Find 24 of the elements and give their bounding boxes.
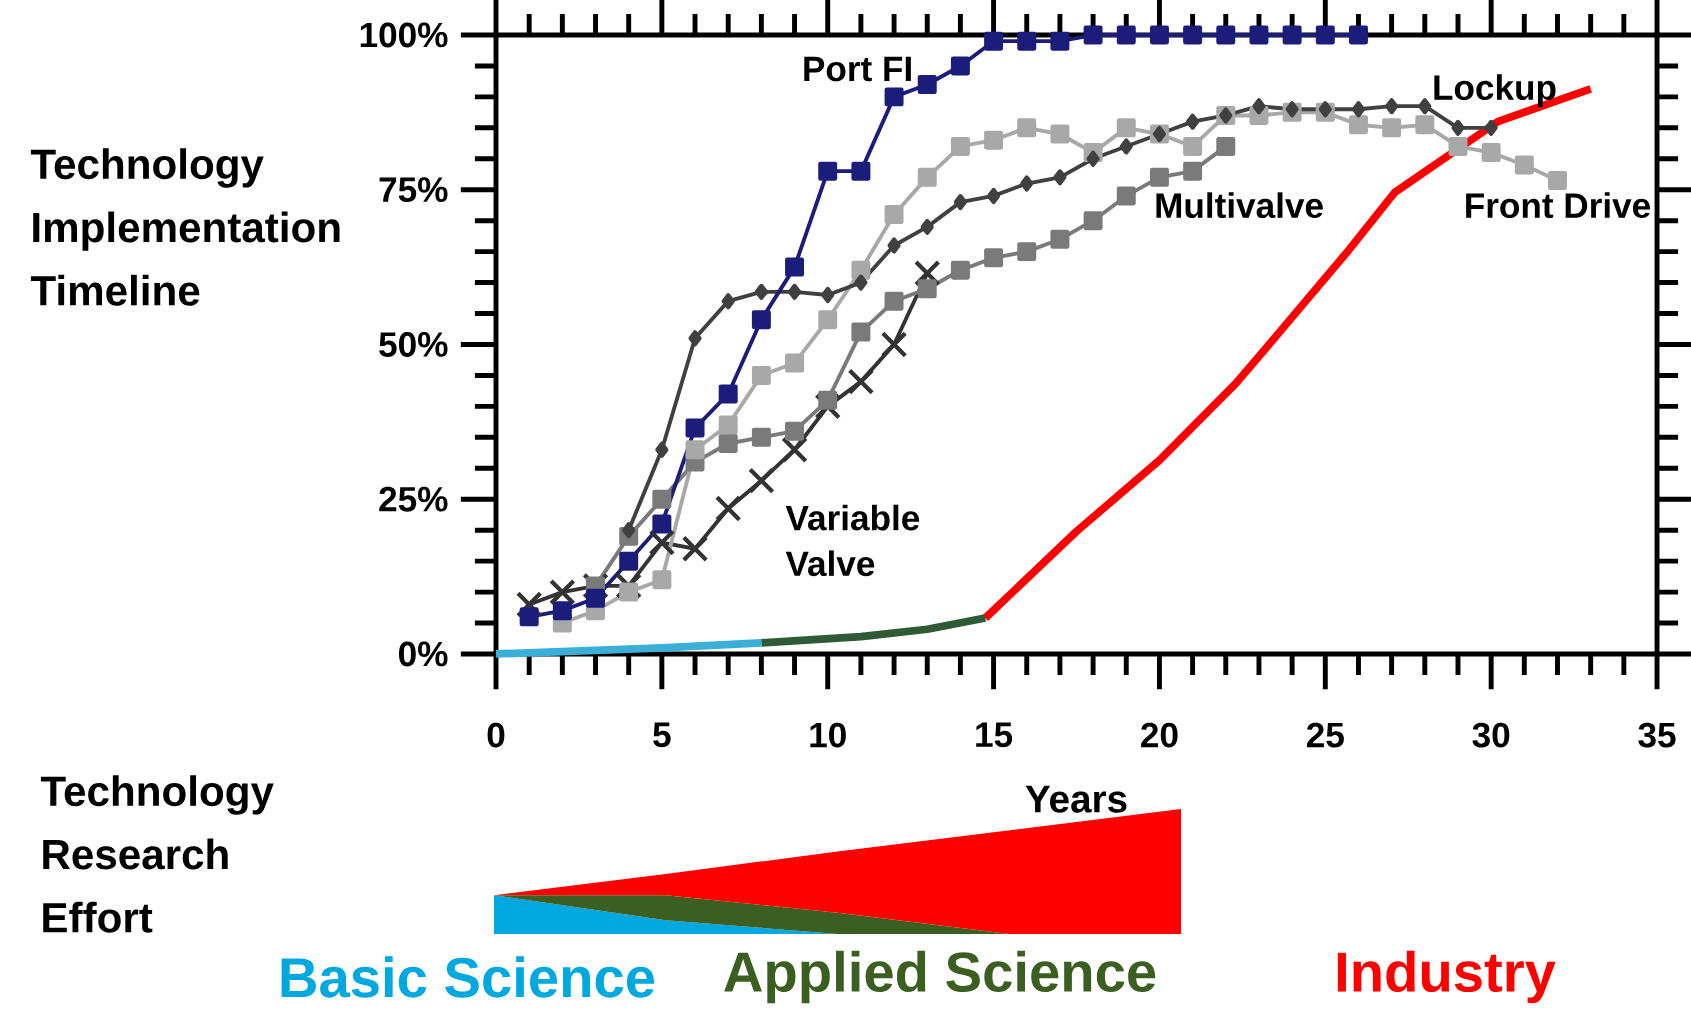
x-tick-label: 15 (976, 722, 1013, 748)
series-label: Variable Valve (785, 504, 920, 577)
y-tick-label: 25% (379, 486, 448, 512)
x-tick-label: 0 (487, 722, 505, 748)
y-tick-label: 75% (379, 177, 448, 203)
y-tick-label: 100% (360, 22, 448, 48)
x-tick-label: 25 (1306, 722, 1344, 748)
y-axis-title: Technology Implementation Timeline (30, 148, 340, 306)
text: Industry (1337, 950, 1556, 1004)
x-tick-label: 20 (1141, 722, 1178, 748)
x-axis-title: Years (1025, 785, 1127, 813)
series-label: Port FI (804, 56, 911, 82)
series-label: Lockup (1434, 74, 1556, 108)
x-tick-label: 30 (1472, 722, 1510, 748)
series-label: Basic Science (281, 956, 655, 998)
series-label: Applied Science (724, 950, 1156, 1004)
x-tick-label: 10 (810, 722, 846, 748)
series-label: Multivalve (1156, 192, 1323, 219)
y-tick-label: 50% (379, 332, 448, 357)
x-tick-label: 35 (1638, 722, 1676, 748)
series-label: Front Drive (1466, 192, 1651, 219)
y-tick-label: 0% (399, 641, 448, 667)
x-tick-label: 5 (653, 722, 671, 748)
y-axis-title: Technology Research Effort (40, 775, 274, 933)
